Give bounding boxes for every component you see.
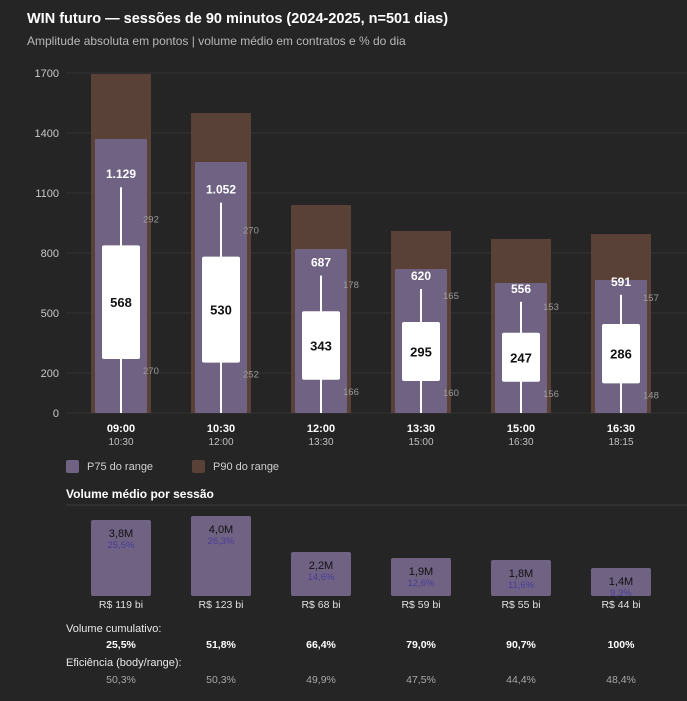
y-tick-label: 500: [41, 308, 59, 320]
volume-money-label: R$ 68 bi: [301, 599, 340, 611]
x-tick-sublabel: 15:00: [408, 437, 433, 448]
x-tick-sublabel: 10:30: [108, 437, 133, 448]
y-tick-label: 800: [41, 248, 59, 260]
y-tick-label: 0: [53, 408, 59, 420]
volume-bar: [91, 520, 151, 596]
whisker-top-label: 1.129: [106, 167, 136, 181]
legend-p90-label: P90 do range: [213, 460, 280, 473]
efficiency-value: 50,3%: [106, 674, 136, 686]
x-tick-label: 13:30: [407, 423, 435, 435]
volume-bar: [591, 568, 651, 596]
volume-pct-label: 9,3%: [610, 588, 632, 599]
cumulative-value: 25,5%: [106, 639, 136, 651]
x-tick-sublabel: 18:15: [608, 437, 633, 448]
whisker-top-label: 620: [411, 269, 431, 283]
legend-p90: P90 do range: [192, 460, 279, 473]
x-tick-label: 10:30: [207, 423, 235, 435]
box-value-label: 568: [110, 295, 132, 310]
range-box: [502, 332, 540, 382]
efficiency-value: 44,4%: [506, 674, 536, 686]
upper-annotation: 270: [243, 226, 259, 237]
whisker-top-label: 687: [311, 256, 331, 270]
legend-p75: P75 do range: [66, 460, 153, 473]
x-tick-sublabel: 13:30: [308, 437, 333, 448]
cumulative-value: 51,8%: [206, 639, 236, 651]
volume-money-label: R$ 123 bi: [199, 599, 244, 611]
lower-annotation: 160: [443, 388, 459, 399]
cumulative-value: 79,0%: [406, 639, 436, 651]
whisker-top-label: 1.052: [206, 183, 236, 197]
cumulative-value: 100%: [607, 639, 635, 651]
efficiency-value: 48,4%: [606, 674, 636, 686]
cumulative-value: 90,7%: [506, 639, 536, 651]
volume-section-title: Volume médio por sessão: [66, 487, 214, 501]
volume-value-label: 4,0M: [209, 524, 233, 536]
efficiency-value: 50,3%: [206, 674, 236, 686]
volume-pct-label: 14,6%: [308, 572, 335, 583]
range-box: [302, 311, 340, 380]
range-box: [402, 322, 440, 381]
legend-p90-swatch: [192, 460, 205, 473]
x-tick-sublabel: 16:30: [508, 437, 533, 448]
volume-pct-label: 12,6%: [408, 578, 435, 589]
lower-annotation: 166: [343, 387, 359, 398]
range-box: [202, 256, 240, 363]
volume-pct-label: 11,6%: [508, 580, 535, 591]
y-tick-label: 1700: [35, 68, 59, 80]
upper-annotation: 292: [143, 214, 159, 225]
volume-pct-label: 26,3%: [208, 536, 235, 547]
volume-money-label: R$ 119 bi: [99, 599, 143, 611]
lower-annotation: 148: [643, 390, 659, 401]
x-tick-label: 16:30: [607, 423, 635, 435]
cumulative-value: 66,4%: [306, 639, 336, 651]
cumulative-label: Volume cumulativo:: [66, 623, 162, 635]
y-tick-label: 200: [41, 368, 59, 380]
upper-annotation: 157: [643, 293, 659, 304]
volume-money-label: R$ 55 bi: [501, 599, 540, 611]
box-value-label: 286: [610, 347, 632, 362]
volume-value-label: 2,2M: [309, 560, 333, 572]
upper-annotation: 178: [343, 280, 359, 291]
upper-annotation: 165: [443, 291, 459, 302]
x-tick-label: 12:00: [307, 423, 335, 435]
whisker-top-label: 591: [611, 275, 631, 289]
volume-value-label: 1,4M: [609, 576, 633, 588]
efficiency-value: 47,5%: [406, 674, 436, 686]
volume-value-label: 1,8M: [509, 568, 533, 580]
x-tick-sublabel: 12:00: [208, 437, 233, 448]
chart-subtitle: Amplitude absoluta em pontos | volume mé…: [27, 34, 406, 48]
x-tick-label: 09:00: [107, 423, 135, 435]
volume-value-label: 3,8M: [109, 528, 133, 540]
volume-bar: [191, 516, 251, 596]
volume-money-label: R$ 44 bi: [601, 599, 640, 611]
volume-bar: [491, 560, 551, 596]
volume-money-label: R$ 59 bi: [401, 599, 440, 611]
range-box: [602, 324, 640, 384]
efficiency-value: 49,9%: [306, 674, 336, 686]
upper-annotation: 153: [543, 302, 559, 313]
x-tick-label: 15:00: [507, 423, 535, 435]
chart-title: WIN futuro — sessões de 90 minutos (2024…: [27, 11, 449, 27]
whisker-top-label: 556: [511, 282, 531, 296]
volume-bar: [391, 558, 451, 596]
box-value-label: 343: [310, 339, 332, 354]
lower-annotation: 252: [243, 370, 259, 381]
box-value-label: 295: [410, 345, 432, 360]
box-value-label: 530: [210, 303, 232, 318]
efficiency-label: Eficiência (body/range):: [66, 657, 182, 669]
box-value-label: 247: [510, 350, 532, 365]
y-tick-label: 1400: [35, 128, 59, 140]
volume-bar: [291, 552, 351, 596]
volume-value-label: 1,9M: [409, 566, 433, 578]
legend-p75-label: P75 do range: [87, 460, 154, 473]
y-tick-label: 1100: [35, 188, 59, 200]
range-box: [102, 245, 140, 359]
lower-annotation: 156: [543, 389, 559, 400]
legend-p75-swatch: [66, 460, 79, 473]
volume-pct-label: 25,5%: [108, 540, 135, 551]
lower-annotation: 270: [143, 366, 159, 377]
